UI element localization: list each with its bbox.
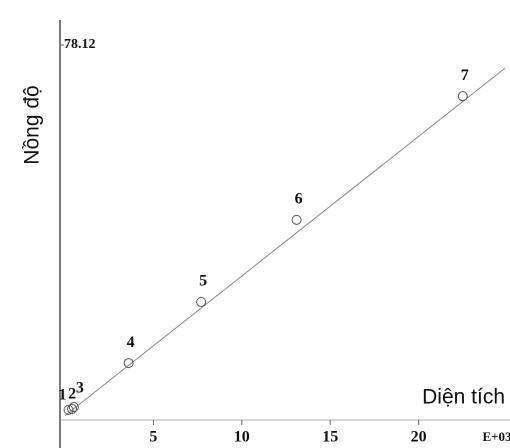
point-label: 3 [76,380,84,397]
y-axis-label: Nồng độ [21,85,44,164]
point-label: 7 [461,67,469,84]
x-tick-label: 20 [411,429,427,446]
x-tick-label: 5 [149,429,157,446]
y-tick-label: 78.12 [64,37,96,52]
fit-line [64,67,506,417]
point [291,214,302,225]
point-label: 5 [199,273,207,290]
point [68,402,79,413]
point-label: 6 [295,191,303,208]
point [123,358,134,369]
x-tick-label: 10 [234,429,250,446]
point [457,91,468,102]
x-axis-label: Diện tích [422,386,505,409]
point-label: 4 [127,334,135,351]
point-label: 1 [59,387,67,404]
point [196,296,207,307]
x-scale-label: E+03 [482,429,510,444]
point-label: 2 [68,386,76,403]
x-tick-label: 15 [322,429,338,446]
point [63,404,74,415]
point [67,403,78,414]
